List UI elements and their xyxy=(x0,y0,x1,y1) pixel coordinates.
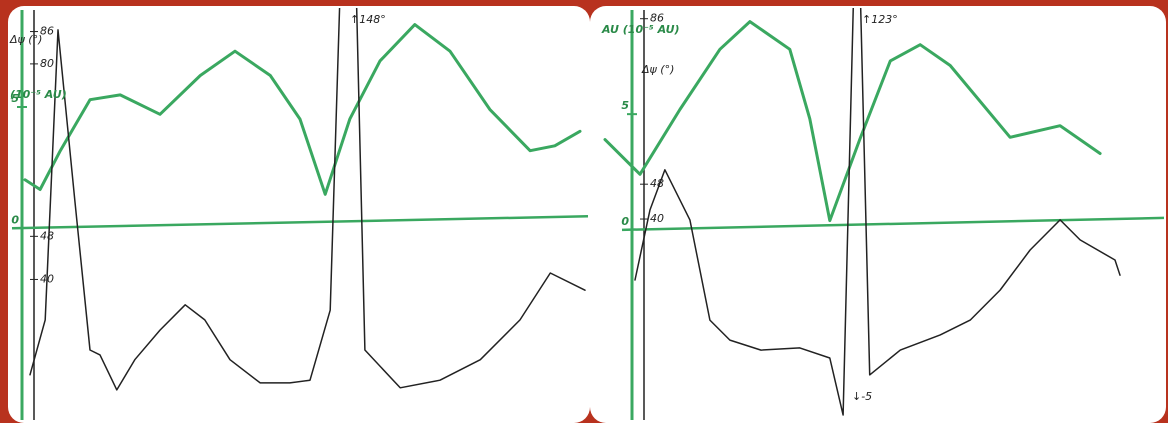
y2-tick-label: 0 xyxy=(621,215,629,228)
y2-tick-label: 5 xyxy=(621,99,629,112)
baseline xyxy=(11,215,588,230)
annotation: ↑148° xyxy=(350,13,386,26)
series-line xyxy=(23,23,582,196)
series-line xyxy=(29,8,586,391)
series-line xyxy=(603,20,1102,223)
y2-tick-label: +5 xyxy=(2,92,19,105)
y-axis-label: Δψ (°) xyxy=(9,33,42,46)
y-tick-label: 86 xyxy=(650,12,664,25)
y-tick-label: 48 xyxy=(40,229,54,242)
y-tick-label: 40 xyxy=(650,212,664,225)
baseline xyxy=(621,216,1164,232)
series-line xyxy=(634,8,1121,416)
y2-axis-label: (10⁻⁵ AU) xyxy=(10,88,67,101)
y-tick-label: 80 xyxy=(40,57,54,70)
annotation: ↓-5 xyxy=(852,390,872,403)
y2-axis-label: AU (10⁻⁵ AU) xyxy=(601,23,680,36)
y2-tick-label: 0 xyxy=(11,213,19,226)
paper-left xyxy=(8,6,590,423)
annotation: ↑123° xyxy=(862,13,898,26)
paper-right xyxy=(590,6,1166,423)
y-axis-label: Δψ (°) xyxy=(641,63,674,76)
y-tick-label: 86 xyxy=(40,25,54,38)
